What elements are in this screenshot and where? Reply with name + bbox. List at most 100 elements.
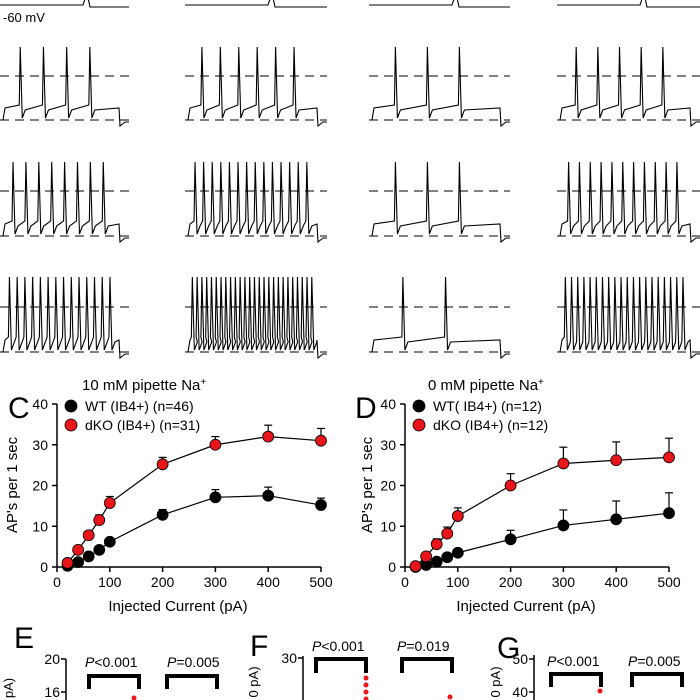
panel-e-pvalue-2: P=0.005 <box>167 654 220 670</box>
panel-f-bracket-1 <box>314 657 368 673</box>
panel-g-bracket-2 <box>630 672 684 687</box>
data-point <box>209 438 222 451</box>
data-point <box>156 508 169 521</box>
legend-marker <box>412 399 426 413</box>
panel-g-ytick-50: 50 <box>512 651 528 667</box>
voltage-trace <box>0 0 129 8</box>
data-point <box>315 499 327 511</box>
voltage-trace <box>0 276 129 360</box>
series-line <box>415 512 670 568</box>
y-tick-label: 10 <box>32 518 48 534</box>
data-point <box>504 479 517 492</box>
x-tick-label: 300 <box>552 574 576 590</box>
panel-e-ytick-16: 16 <box>44 684 60 700</box>
panel-e-bracket-1 <box>87 674 141 689</box>
y-tick-label: 40 <box>32 396 48 412</box>
data-point <box>610 513 623 526</box>
legend-label: WT( IB4+) (n=12) <box>433 398 542 414</box>
y-tick-label: 10 <box>380 518 396 534</box>
panel-g-pvalue-2: P=0.005 <box>628 653 681 669</box>
chart-d-title-sup: + <box>538 377 544 388</box>
chart-d-ylabel: AP's per 1 sec <box>359 436 376 533</box>
data-point <box>103 535 116 548</box>
voltage-traces <box>0 0 700 360</box>
voltage-trace <box>0 161 129 244</box>
data-point <box>93 514 106 527</box>
voltage-trace <box>185 276 327 360</box>
panel-letter-g: G <box>497 632 520 665</box>
panel-f-data-point <box>363 689 369 695</box>
data-point <box>82 550 95 563</box>
data-point <box>451 510 464 522</box>
panel-letter-d: D <box>355 392 377 425</box>
legend-marker <box>412 418 426 432</box>
panel-letter-e: E <box>14 622 34 655</box>
voltage-trace <box>557 161 700 244</box>
panel-letter-c: C <box>8 392 30 425</box>
y-tick-label: 40 <box>380 396 396 412</box>
panel-e-pvalue-1: P<0.001 <box>85 654 138 670</box>
panel-g-pvalue-1: P<0.001 <box>547 653 600 669</box>
chart-c-title-sup: + <box>200 377 206 388</box>
panel-g-ylabel: 0 pA) <box>488 666 503 697</box>
legend-label: WT (IB4+) (n=46) <box>85 398 194 414</box>
voltage-trace <box>369 46 510 128</box>
panel-c: C 10 mM pipette Na+ AP's per 1 sec Injec… <box>4 377 333 615</box>
panel-g-ytick-40: 40 <box>512 684 528 700</box>
data-point <box>663 507 675 520</box>
voltage-trace <box>557 276 700 360</box>
voltage-trace <box>185 161 327 244</box>
data-point <box>430 538 443 551</box>
voltage-trace <box>369 276 510 360</box>
panel-e-ytick-20: 20 <box>44 651 60 667</box>
panel-f-ytick-30: 30 <box>281 650 297 666</box>
x-tick-label: 300 <box>204 574 228 590</box>
panel-f: F 0 pA) 30 P<0.001 P=0.019 <box>246 630 454 700</box>
series <box>409 492 675 573</box>
panel-f-pvalue-2: P=0.019 <box>397 638 450 654</box>
panel-g-data-point <box>597 688 603 694</box>
data-point <box>504 533 517 546</box>
legend-marker <box>64 418 78 432</box>
panel-e-bracket-2 <box>165 674 219 689</box>
data-point <box>315 434 327 447</box>
data-point <box>61 557 74 569</box>
x-tick-label: 0 <box>401 574 409 590</box>
panel-f-data-point <box>363 675 369 681</box>
voltage-trace <box>185 46 327 128</box>
chart-d-xlabel: Injected Current (pA) <box>456 598 595 615</box>
panel-e: E pA) 20 16 P<0.001 P=0.005 <box>1 622 220 700</box>
panel-g: G 0 pA) 50 40 P<0.001 P=0.005 <box>488 632 684 700</box>
data-point <box>557 519 570 532</box>
data-point <box>663 451 675 464</box>
data-point <box>451 546 464 559</box>
voltage-trace <box>0 46 129 128</box>
panel-e-data-point <box>131 695 137 700</box>
panel-f-bracket-2 <box>400 657 454 673</box>
chart-c-title-main: 10 mM pipette Na <box>82 377 201 394</box>
chart-d-title-main: 0 mM pipette Na <box>428 377 539 394</box>
panel-f-pvalue-1: P<0.001 <box>312 638 365 654</box>
series <box>61 486 327 572</box>
series <box>409 437 675 573</box>
chart-c-title: 10 mM pipette Na+ <box>82 377 206 394</box>
voltage-trace <box>185 0 327 8</box>
panel-e-ylabel: pA) <box>1 678 16 698</box>
x-tick-label: 0 <box>53 574 61 590</box>
y-tick-label: 20 <box>32 478 48 494</box>
legend-label: dKO (IB4+) (n=31) <box>85 417 200 433</box>
data-point <box>103 497 116 509</box>
panel-f-data-point <box>447 694 453 700</box>
chart-d-title: 0 mM pipette Na+ <box>428 377 544 394</box>
data-point <box>82 529 95 542</box>
y-tick-label: 0 <box>388 559 396 575</box>
panel-f-ylabel: 0 pA) <box>246 666 261 697</box>
voltage-trace <box>369 0 510 8</box>
y-tick-label: 0 <box>40 559 48 575</box>
data-point <box>441 527 454 540</box>
legend-marker <box>64 399 78 413</box>
series <box>61 424 327 569</box>
